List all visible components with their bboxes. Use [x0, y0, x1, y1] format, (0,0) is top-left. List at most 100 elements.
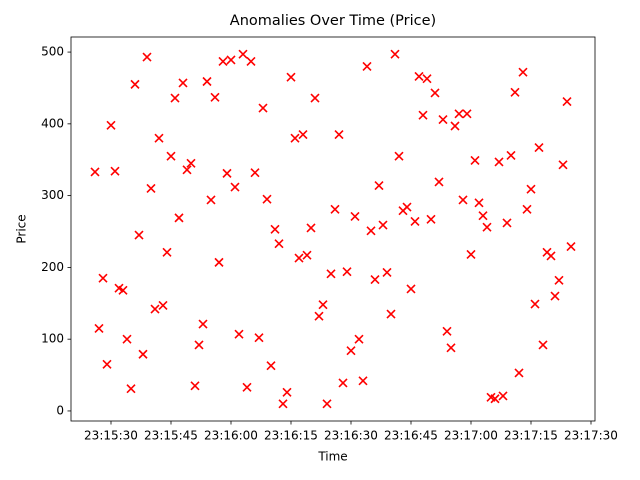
data-point: [498, 391, 508, 401]
data-point: [374, 181, 384, 191]
data-point: [386, 309, 396, 319]
data-point: [354, 334, 364, 344]
data-point: [562, 97, 572, 107]
data-point: [306, 223, 316, 233]
data-point: [378, 220, 388, 230]
data-point: [294, 253, 304, 263]
data-point: [278, 399, 288, 409]
data-point: [130, 79, 140, 89]
data-point: [422, 74, 432, 84]
data-point: [502, 218, 512, 228]
data-point: [238, 49, 248, 59]
y-tick-label: 400: [41, 116, 64, 130]
data-point: [326, 269, 336, 279]
y-axis-label: Price: [15, 214, 29, 243]
chart-title: Anomalies Over Time (Price): [230, 13, 436, 29]
data-point: [346, 346, 356, 356]
data-point: [494, 157, 504, 167]
data-point: [394, 151, 404, 161]
data-point: [370, 275, 380, 285]
data-point: [110, 166, 120, 176]
data-point: [442, 326, 452, 336]
data-point: [434, 177, 444, 187]
data-point: [350, 211, 360, 222]
x-tick-label: 23:17:00: [444, 429, 498, 443]
data-point: [438, 114, 448, 125]
data-point: [150, 304, 160, 314]
x-tick-label: 23:16:30: [324, 429, 378, 443]
data-point: [298, 130, 308, 140]
y-tick-label: 500: [41, 45, 64, 59]
data-point: [546, 251, 556, 261]
data-point: [418, 110, 428, 120]
x-tick-label: 23:16:00: [204, 429, 258, 443]
x-tick-label: 23:16:15: [264, 429, 318, 443]
data-point: [170, 93, 180, 103]
y-tick-label: 200: [41, 260, 64, 274]
data-point: [382, 267, 392, 277]
data-point: [226, 55, 236, 65]
data-point: [426, 214, 436, 224]
x-axis-label: Time: [317, 450, 347, 464]
data-point: [410, 216, 420, 227]
data-point: [358, 376, 368, 386]
y-tick-label: 100: [41, 332, 64, 346]
data-point: [174, 213, 184, 223]
data-point: [478, 211, 488, 221]
data-point: [166, 151, 176, 161]
data-point: [286, 72, 296, 82]
data-point: [446, 343, 456, 353]
x-tick-label: 23:17:30: [564, 429, 618, 443]
plot-frame: [70, 36, 596, 422]
data-point: [558, 160, 568, 170]
data-point: [126, 384, 136, 394]
data-point: [462, 109, 472, 119]
data-point: [322, 399, 332, 409]
data-point: [430, 88, 440, 98]
data-point: [490, 394, 500, 404]
data-point: [526, 184, 536, 194]
data-point: [314, 311, 324, 321]
data-point: [330, 204, 340, 214]
data-point: [482, 222, 492, 232]
data-point: [250, 168, 260, 178]
data-point: [158, 300, 168, 311]
data-point: [366, 226, 376, 236]
data-point: [406, 284, 416, 294]
x-tick-label: 23:15:30: [84, 429, 138, 443]
data-point: [186, 158, 196, 168]
data-point: [194, 340, 204, 350]
data-point: [534, 142, 544, 153]
data-point: [302, 250, 312, 260]
data-point: [290, 133, 300, 143]
data-point: [466, 249, 476, 260]
data-point: [274, 239, 284, 249]
data-point: [458, 195, 468, 205]
data-point: [154, 133, 164, 143]
data-point: [122, 334, 132, 344]
x-tick-label: 23:16:45: [384, 429, 438, 443]
data-point: [270, 224, 280, 234]
data-point: [178, 78, 188, 88]
data-point: [318, 300, 328, 310]
data-point: [102, 359, 112, 369]
data-point: [134, 230, 144, 240]
data-point: [94, 323, 104, 333]
data-point: [282, 387, 292, 397]
data-point: [142, 52, 152, 62]
data-point: [522, 204, 532, 214]
data-point: [214, 257, 224, 267]
data-point: [470, 155, 480, 166]
data-point: [310, 93, 320, 103]
data-point: [190, 381, 200, 391]
data-point: [242, 382, 252, 392]
data-point: [254, 333, 264, 343]
data-point: [414, 71, 424, 82]
data-point: [554, 275, 564, 285]
data-point: [206, 195, 216, 205]
data-point: [202, 76, 212, 87]
data-point: [506, 150, 516, 160]
data-point: [518, 67, 528, 77]
data-point: [230, 182, 240, 192]
